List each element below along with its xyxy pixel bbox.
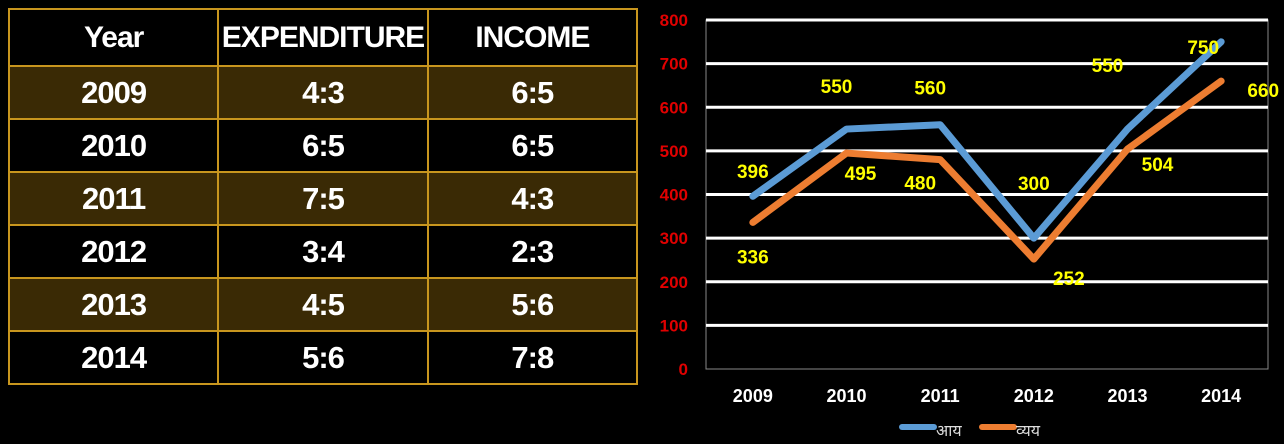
data-label: 300 xyxy=(1018,174,1050,195)
cell-expenditure: 3:4 xyxy=(217,224,429,279)
y-tick-label: 100 xyxy=(660,316,688,335)
x-tick-label: 2012 xyxy=(1014,386,1054,406)
table-row: 2012 3:4 2:3 xyxy=(7,224,639,279)
table-row: 2010 6:5 6:5 xyxy=(7,118,639,173)
data-label: 750 xyxy=(1187,38,1219,59)
x-tick-label: 2010 xyxy=(826,386,866,406)
header-expenditure: EXPENDITURE xyxy=(217,8,429,67)
cell-year: 2013 xyxy=(7,277,220,332)
data-label: 550 xyxy=(821,77,853,98)
series-line-2 xyxy=(749,77,1225,263)
cell-expenditure: 4:5 xyxy=(217,277,429,332)
cell-income: 6:5 xyxy=(426,118,639,173)
cell-expenditure: 7:5 xyxy=(217,171,429,226)
table-header-row: Year EXPENDITURE INCOME xyxy=(7,8,639,67)
cell-expenditure: 6:5 xyxy=(217,118,429,173)
data-label: 480 xyxy=(904,174,936,195)
cell-income: 4:3 xyxy=(426,171,639,226)
legend-label-2: व्यय xyxy=(1016,421,1041,440)
data-label: 504 xyxy=(1142,155,1174,176)
y-tick-label: 700 xyxy=(660,55,688,74)
cell-income: 6:5 xyxy=(426,65,639,120)
y-tick-label: 0 xyxy=(679,360,688,379)
x-tick-label: 2011 xyxy=(921,386,960,406)
line-chart: 0 100 200 300 400 500 600 700 800 2009 2010 2011 201… xyxy=(660,11,1279,440)
data-label: 252 xyxy=(1053,269,1085,290)
x-tick-label: 2009 xyxy=(733,386,773,406)
cell-year: 2012 xyxy=(7,224,220,279)
data-label: 550 xyxy=(1092,56,1124,77)
cell-year: 2011 xyxy=(7,171,220,226)
cell-expenditure: 4:3 xyxy=(217,65,429,120)
legend-label-1: आय xyxy=(936,421,962,440)
ratio-table: Year EXPENDITURE INCOME 2009 4:3 6:5 201… xyxy=(7,8,639,385)
table-row: 2013 4:5 5:6 xyxy=(7,277,639,332)
table-row: 2011 7:5 4:3 xyxy=(7,171,639,226)
cell-expenditure: 5:6 xyxy=(217,330,429,385)
x-tick-label: 2013 xyxy=(1107,386,1147,406)
header-income: INCOME xyxy=(426,8,639,67)
table-row: 2009 4:3 6:5 xyxy=(7,65,639,120)
series-line-1 xyxy=(749,38,1225,242)
header-year: Year xyxy=(7,8,220,67)
cell-income: 7:8 xyxy=(426,330,639,385)
y-tick-label: 200 xyxy=(660,273,688,292)
data-label: 560 xyxy=(914,79,946,100)
cell-year: 2009 xyxy=(7,65,220,120)
data-label: 336 xyxy=(737,247,769,268)
cell-income: 5:6 xyxy=(426,277,639,332)
y-tick-label: 800 xyxy=(660,11,688,30)
data-label: 660 xyxy=(1247,81,1279,102)
y-tick-label: 600 xyxy=(660,98,688,117)
cell-income: 2:3 xyxy=(426,224,639,279)
y-tick-label: 300 xyxy=(660,229,688,248)
table-row: 2014 5:6 7:8 xyxy=(7,330,639,385)
data-label: 495 xyxy=(845,164,877,185)
cell-year: 2010 xyxy=(7,118,220,173)
cell-year: 2014 xyxy=(7,330,220,385)
y-tick-label: 500 xyxy=(660,142,688,161)
data-label: 396 xyxy=(737,162,769,183)
y-tick-label: 400 xyxy=(660,186,688,205)
x-tick-label: 2014 xyxy=(1201,386,1241,406)
